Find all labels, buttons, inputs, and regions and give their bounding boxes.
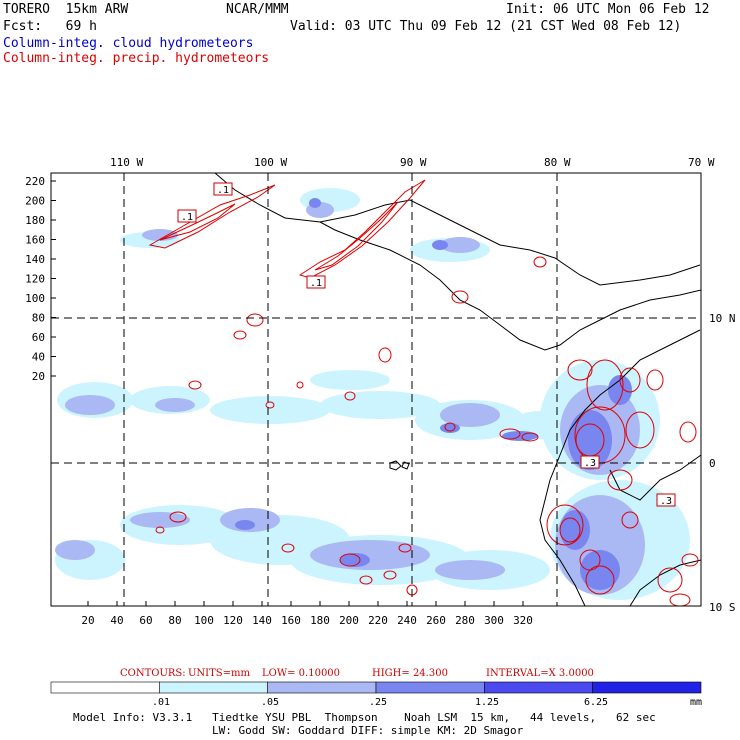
- x-tick-label: 280: [455, 614, 475, 627]
- svg-text:.1: .1: [310, 278, 322, 289]
- svg-text:HIGH= 24.300: HIGH= 24.300: [372, 668, 448, 679]
- lat-label-0: 0: [709, 457, 716, 470]
- svg-text:.1: .1: [181, 212, 193, 223]
- center-name: NCAR/MMM: [226, 2, 289, 17]
- colorbar-segment: [267, 681, 377, 694]
- colorbar-segment: [592, 681, 702, 694]
- x-tick-label: 140: [252, 614, 272, 627]
- lat-label-10n: 10 N: [709, 312, 736, 325]
- y-tick-label: 20: [32, 370, 45, 383]
- box-label-5: .3: [656, 493, 676, 507]
- x-tick-label: 320: [513, 614, 533, 627]
- colorbar-labels: .01 .05 .25 1.25 6.25 mm: [152, 697, 702, 708]
- colorbar-label-0: .01: [152, 697, 170, 708]
- plot-frame: [50, 172, 702, 607]
- colorbar-units: mm: [690, 697, 702, 708]
- cloud-legend: Column-integ. cloud hydrometeors: [3, 36, 254, 51]
- valid-time: Valid: 03 UTC Thu 09 Feb 12 (21 CST Wed …: [290, 19, 682, 34]
- y-tick-label: 220: [25, 175, 45, 188]
- colorbar-segment: [159, 681, 268, 694]
- x-tick-label: 100: [194, 614, 214, 627]
- forecast-hour: Fcst: 69 h: [3, 19, 97, 34]
- y-tick-label: 100: [25, 292, 45, 305]
- init-time: Init: 06 UTC Mon 06 Feb 12: [506, 2, 710, 17]
- model-info: Model Info: V3.3.1 Tiedtke YSU PBL Thomp…: [73, 711, 656, 724]
- y-tick-label: 160: [25, 234, 45, 247]
- x-tick-label: 40: [110, 614, 123, 627]
- box-label-1: .1: [213, 182, 233, 196]
- svg-text:INTERVAL=X 3.0000: INTERVAL=X 3.0000: [486, 668, 594, 679]
- lon-label-110w: 110 W: [110, 156, 143, 169]
- y-tick-label: 60: [32, 331, 45, 344]
- x-tick-label: 240: [397, 614, 417, 627]
- y-tick-label: 40: [32, 351, 45, 364]
- x-tick-label: 60: [139, 614, 152, 627]
- y-axis-ticks: 220 200 180 160 140 120 100 80 60 40 20: [25, 175, 56, 383]
- y-tick-label: 120: [25, 273, 45, 286]
- model-name: TORERO 15km ARW: [3, 2, 129, 17]
- box-label-2: .1: [177, 209, 197, 223]
- x-axis-ticks: 20 40 60 80 100 120 140 160 180 200 220 240 260 280 30…: [81, 601, 533, 627]
- svg-text:.3: .3: [660, 496, 672, 507]
- x-tick-label: 260: [426, 614, 446, 627]
- contour-info: CONTOURS: UNITS=mm LOW= 0.10000 HIGH= 24…: [120, 668, 594, 679]
- colorbar-label-2: .25: [369, 697, 387, 708]
- contour-box-labels: .1 .1 .1 .3 .3: [177, 182, 676, 507]
- colorbar: [50, 681, 702, 694]
- svg-text:LOW= 0.10000: LOW= 0.10000: [262, 668, 340, 679]
- lat-labels: 10 N 0 10 S: [709, 312, 736, 614]
- y-tick-label: 180: [25, 214, 45, 227]
- coastlines: [214, 173, 701, 606]
- colorbar-segment: [375, 681, 485, 694]
- box-label-3: .1: [306, 275, 326, 289]
- svg-text:.1: .1: [217, 185, 229, 196]
- colorbar-label-3: 1.25: [475, 697, 499, 708]
- precip-contours: [148, 179, 699, 606]
- lon-label-80w: 80 W: [544, 156, 571, 169]
- x-tick-label: 160: [281, 614, 301, 627]
- svg-text:UNITS=mm: UNITS=mm: [188, 668, 251, 679]
- map-field: .1 .1 .1 .3 .3: [51, 173, 701, 606]
- x-tick-label: 20: [81, 614, 94, 627]
- colorbar-segment: [50, 681, 160, 694]
- latlon-grid: [51, 173, 701, 606]
- y-tick-label: 140: [25, 253, 45, 266]
- y-tick-label: 200: [25, 195, 45, 208]
- x-tick-label: 300: [484, 614, 504, 627]
- svg-text:CONTOURS:: CONTOURS:: [120, 668, 186, 679]
- x-tick-label: 220: [368, 614, 388, 627]
- lon-label-90w: 90 W: [400, 156, 427, 169]
- svg-text:.3: .3: [584, 458, 596, 469]
- x-tick-label: 120: [223, 614, 243, 627]
- colorbar-segment: [484, 681, 593, 694]
- lon-label-70w: 70 W: [688, 156, 715, 169]
- model-physics: LW: Godd SW: Goddard DIFF: simple KM: 2D…: [212, 724, 524, 737]
- x-tick-label: 180: [310, 614, 330, 627]
- precip-legend: Column-integ. precip. hydrometeors: [3, 51, 270, 66]
- colorbar-label-1: .05: [261, 697, 279, 708]
- x-tick-label: 80: [168, 614, 181, 627]
- lon-label-100w: 100 W: [254, 156, 287, 169]
- colorbar-label-4: 6.25: [584, 697, 608, 708]
- lon-labels: 110 W 100 W 90 W 80 W 70 W: [110, 156, 715, 169]
- x-tick-label: 200: [339, 614, 359, 627]
- box-label-4: .3: [580, 455, 600, 469]
- y-tick-label: 80: [32, 312, 45, 325]
- lat-label-10s: 10 S: [709, 601, 736, 614]
